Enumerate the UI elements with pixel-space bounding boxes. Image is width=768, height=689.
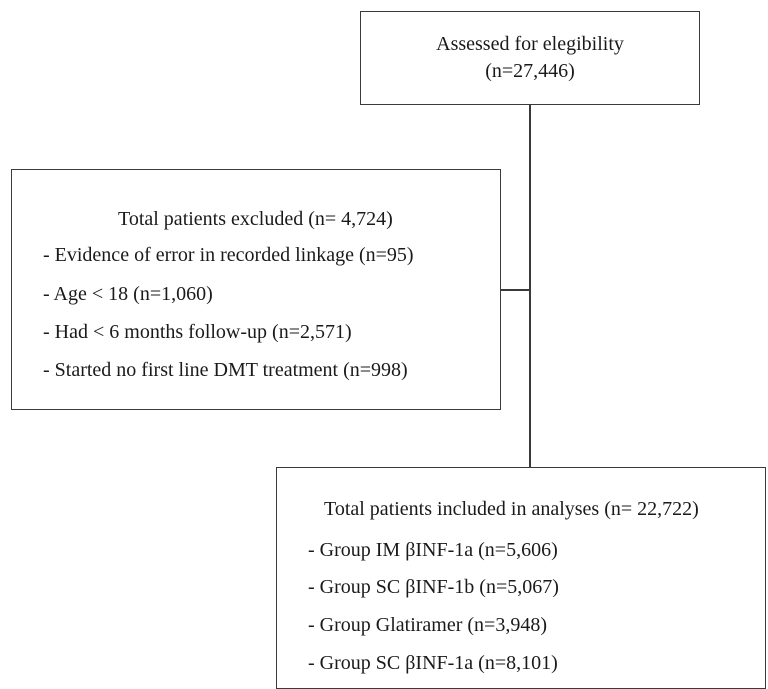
excluded-box: Total patients excluded (n= 4,724) - Evi… (11, 169, 501, 410)
included-box: Total patients included in analyses (n= … (276, 467, 766, 689)
included-item: - Group IM βINF-1a (n=5,606) (308, 539, 558, 561)
connector-vertical-main (529, 104, 531, 468)
included-item: - Group SC βINF-1b (n=5,067) (308, 576, 559, 598)
excluded-item: - Had < 6 months follow-up (n=2,571) (43, 321, 352, 343)
included-item: - Group Glatiramer (n=3,948) (308, 614, 547, 636)
assessed-count: (n=27,446) (485, 60, 575, 82)
connector-to-excluded (500, 289, 530, 291)
included-item: - Group SC βINF-1a (n=8,101) (308, 652, 558, 674)
assessed-title: Assessed for elegibility (436, 33, 624, 55)
excluded-item: - Age < 18 (n=1,060) (43, 283, 213, 305)
excluded-item: - Evidence of error in recorded linkage … (43, 244, 414, 266)
excluded-heading: Total patients excluded (n= 4,724) (118, 208, 393, 230)
included-heading: Total patients included in analyses (n= … (324, 498, 699, 520)
assessed-box: Assessed for elegibility (n=27,446) (360, 11, 700, 105)
excluded-item: - Started no first line DMT treatment (n… (43, 359, 408, 381)
